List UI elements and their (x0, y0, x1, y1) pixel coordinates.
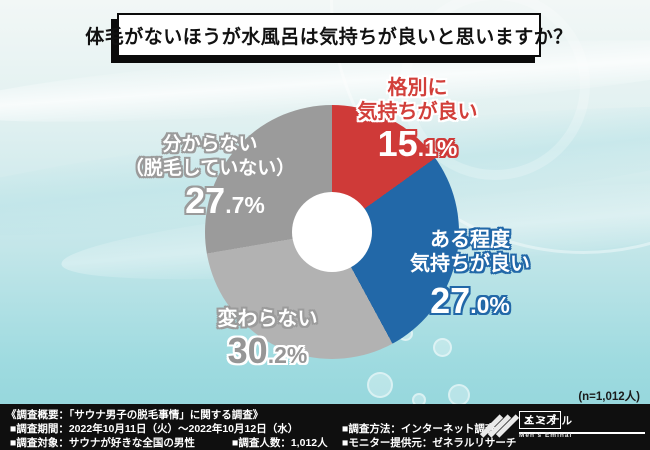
question-title-box: 体毛がないほうが水風呂は気持ちが良いと思いますか？ (85, 13, 572, 57)
bubble-icon (448, 384, 470, 406)
pie-label-kakubetsu: 格別に 気持ちが良い (357, 77, 478, 123)
question-title: 体毛がないほうが水風呂は気持ちが良いと思いますか？ (85, 26, 573, 48)
sample-size-note: (n=1,012人) (578, 391, 640, 403)
pie-label-kawaranai: 変わらない (217, 308, 318, 330)
bubble-icon (367, 372, 393, 398)
survey-method: ■調査方法：インターネット調査 (342, 423, 496, 435)
pie-pct-kakubetsu: 15.1% (377, 123, 458, 164)
brand-logo-text: メンズ エミナル Men's Eminal (519, 410, 645, 439)
survey-monitor: ■モニター提供元：ゼネラルリサーチ (342, 437, 517, 449)
survey-period: ■調査期間：2022年10月11日（火）～2022年10月12日（水） (10, 423, 299, 435)
pie-label-wakaranai: 分からない （脱毛していない） (124, 134, 296, 179)
brand-name-rest: エミナル (524, 414, 574, 427)
brand-logo-mark-icon (479, 411, 520, 443)
brand-underline (519, 432, 645, 434)
brand-logo: メンズ エミナル Men's Eminal (479, 410, 645, 446)
survey-count: ■調査人数：1,012人 (232, 437, 328, 449)
pie-pct-aruteido: 27.0% (430, 280, 510, 321)
pie-pct-wakaranai: 27.7% (185, 180, 265, 221)
survey-overview-title: 《調査概要：「サウナ男子の脱毛事情」に関する調査》 (6, 409, 264, 421)
pie-donut-hole (292, 192, 372, 272)
bubble-icon (433, 338, 452, 357)
footer-bar: 《調査概要：「サウナ男子の脱毛事情」に関する調査》 ■調査期間：2022年10月… (0, 404, 650, 450)
survey-target: ■調査対象：サウナが好きな全国の男性 (10, 437, 195, 449)
brand-name-box: メンズ (519, 411, 562, 429)
pie-label-aruteido: ある程度 気持ちが良い (410, 229, 530, 275)
brand-subtitle: Men's Eminal (519, 432, 573, 439)
pie-pct-kawaranai: 30.2% (227, 330, 308, 371)
